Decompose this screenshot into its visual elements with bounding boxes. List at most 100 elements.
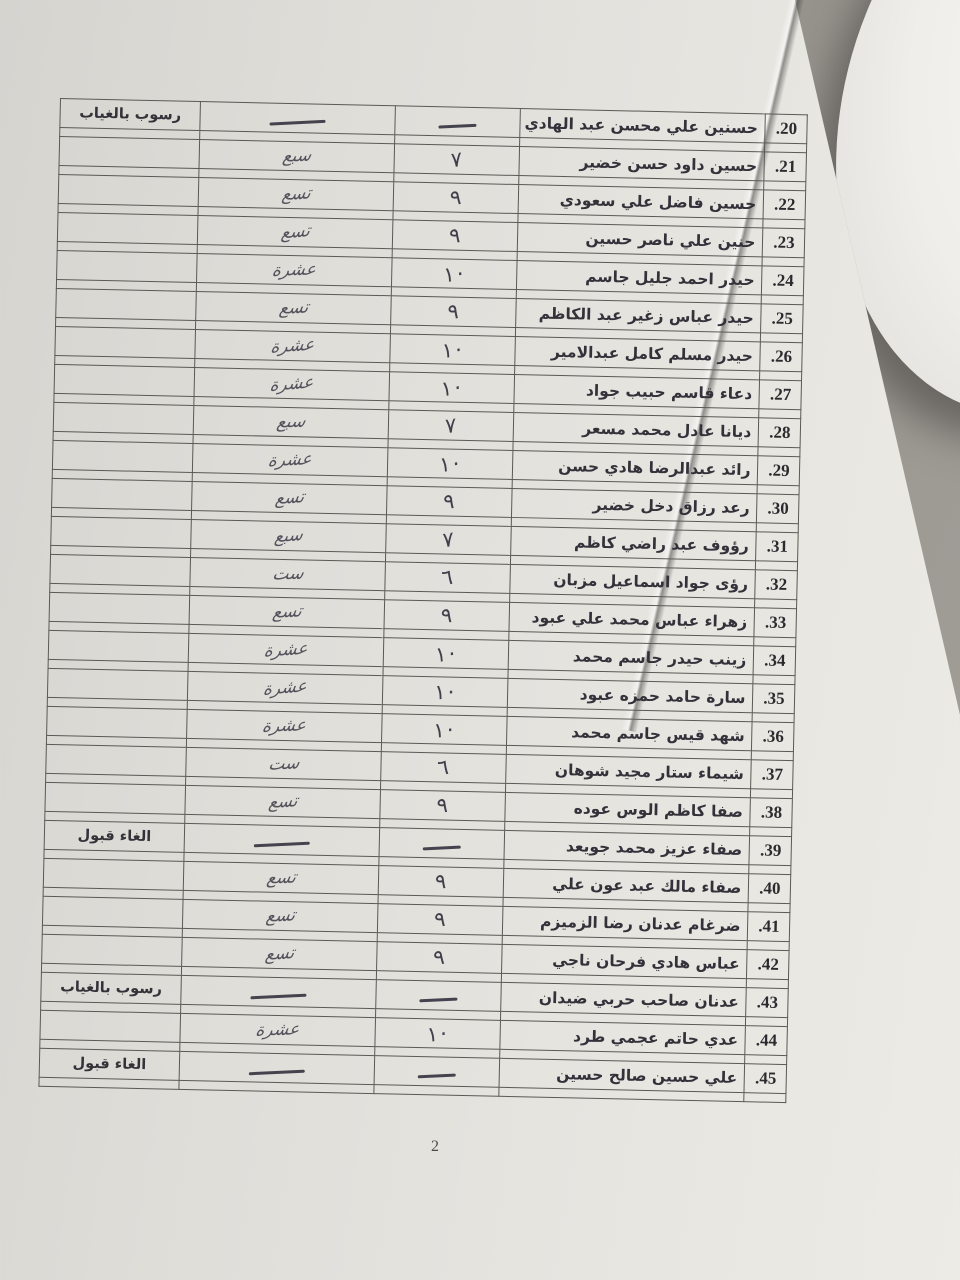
- grade-word-handwriting: تسع: [279, 220, 311, 244]
- grade-numeral-cell: ٦: [384, 561, 511, 594]
- row-number-cell: 43.: [746, 987, 789, 1018]
- spacer-cell: [38, 1077, 180, 1090]
- grade-word-handwriting: عشرة: [262, 676, 309, 700]
- grade-numeral-handwriting: ١٠: [438, 449, 463, 478]
- grade-numeral-handwriting: ١٠: [434, 639, 458, 668]
- grade-word-handwriting: تسع: [277, 297, 310, 319]
- grade-numeral-cell: ٩: [377, 903, 503, 936]
- row-number-cell: 35.: [752, 683, 796, 714]
- grade-numeral-cell: ٩: [393, 181, 519, 214]
- grade-word-handwriting: عشرة: [268, 372, 315, 397]
- grade-numeral-handwriting: ١٠: [425, 1019, 450, 1048]
- row-number-cell: 25.: [760, 303, 804, 334]
- grade-word-dash: [248, 1069, 305, 1075]
- grade-numeral-cell: ١٠: [381, 713, 508, 746]
- grade-numeral-cell: ٩: [392, 219, 518, 252]
- row-number-cell: 23.: [762, 227, 806, 258]
- note-cell: [49, 554, 191, 587]
- row-number-cell: 29.: [757, 455, 801, 486]
- grade-numeral-cell: [394, 105, 521, 138]
- grade-numeral-cell: ٩: [390, 295, 517, 328]
- grade-word-cell: تسع: [182, 899, 379, 933]
- row-number-cell: 40.: [748, 873, 792, 904]
- grade-numeral-cell: ٧: [388, 409, 514, 442]
- grade-numeral-dash: [422, 845, 461, 850]
- grade-word-cell: تسع: [183, 861, 379, 895]
- row-number-cell: 34.: [753, 645, 797, 676]
- row-number-cell: 24.: [761, 265, 805, 296]
- row-number-cell: 20.: [765, 113, 808, 144]
- grade-numeral-handwriting: ١٠: [440, 335, 465, 364]
- grade-numeral-cell: [374, 1055, 500, 1088]
- note-cell: [49, 592, 190, 625]
- grade-word-cell: عشرة: [179, 1013, 376, 1047]
- grade-word-dash: [253, 841, 310, 847]
- spacer-cell: [373, 1084, 500, 1097]
- grade-word-cell: ست: [189, 557, 386, 591]
- row-number-cell: 30.: [756, 493, 800, 524]
- grade-numeral-handwriting: ٩: [449, 184, 463, 211]
- grade-word-cell: عشرة: [188, 633, 384, 667]
- grade-word-handwriting: تسع: [264, 867, 298, 889]
- grade-numeral-handwriting: ٩: [449, 222, 462, 249]
- grade-word-cell: [180, 975, 377, 1009]
- grades-table: 20. حسنين علي محسن عبد الهادي رسوب بالغي…: [38, 98, 808, 1103]
- grade-word-dash: [250, 993, 307, 999]
- grade-numeral-cell: ١٠: [388, 371, 515, 404]
- grade-word-handwriting: عشرة: [269, 334, 316, 358]
- note-cell: [54, 364, 195, 397]
- grade-numeral-handwriting: ١٠: [432, 715, 457, 744]
- row-number-cell: 42.: [746, 949, 790, 980]
- grades-table-grid: 20. حسنين علي محسن عبد الهادي رسوب بالغي…: [38, 98, 808, 1103]
- row-number-cell: 32.: [755, 569, 798, 600]
- grade-numeral-cell: ١٠: [383, 637, 509, 670]
- grade-numeral-cell: ٧: [393, 143, 520, 176]
- note-cell: الغاء قبول: [44, 820, 185, 853]
- grade-word-handwriting: تسع: [280, 183, 312, 206]
- grade-word-cell: تسع: [181, 937, 378, 971]
- grade-word-cell: تسع: [191, 481, 388, 515]
- grade-word-cell: عشرة: [187, 671, 383, 705]
- grade-word-handwriting: تسع: [273, 487, 306, 510]
- grade-numeral-handwriting: ٧: [444, 412, 457, 439]
- grade-numeral-cell: ٩: [386, 485, 513, 518]
- row-number-cell: 41.: [747, 911, 791, 942]
- note-cell: [45, 744, 187, 777]
- grade-numeral-handwriting: ٦: [441, 564, 455, 591]
- grade-numeral-cell: ١٠: [382, 675, 508, 708]
- grade-word-handwriting: تسع: [266, 790, 299, 814]
- grade-numeral-handwriting: ١٠: [439, 373, 464, 402]
- note-cell: رسوب بالغياب: [59, 98, 201, 131]
- row-number-cell: 22.: [763, 189, 807, 220]
- row-number-cell: 21.: [764, 151, 807, 182]
- grade-numeral-handwriting: ٧: [450, 146, 463, 173]
- grade-word-cell: تسع: [197, 215, 393, 249]
- grade-numeral-cell: ٩: [378, 865, 504, 898]
- row-number-cell: 26.: [760, 341, 803, 372]
- grade-numeral-dash: [419, 997, 458, 1002]
- grade-word-cell: سبع: [198, 139, 395, 173]
- grade-numeral-handwriting: ٦: [436, 754, 451, 781]
- note-cell: [43, 858, 184, 891]
- grade-word-handwriting: ست: [266, 753, 301, 775]
- note-cell: [59, 136, 200, 169]
- note-cell: [50, 516, 192, 549]
- grade-word-cell: عشرة: [186, 709, 383, 743]
- row-number-cell: 44.: [745, 1025, 788, 1056]
- note-cell: [47, 668, 189, 701]
- grade-word-dash: [269, 119, 326, 126]
- grade-word-cell: تسع: [195, 291, 392, 325]
- grade-word-handwriting: عشرة: [254, 1019, 302, 1041]
- grade-numeral-cell: ٦: [380, 751, 507, 784]
- spacer-cell: [744, 1092, 787, 1103]
- note-cell: الغاء قبول: [39, 1048, 180, 1081]
- grade-word-handwriting: ست: [270, 563, 305, 585]
- grade-numeral-handwriting: ٩: [447, 298, 460, 325]
- note-cell: [42, 896, 184, 929]
- note-cell: [52, 440, 193, 473]
- grade-numeral-cell: ٩: [384, 599, 510, 632]
- grade-word-cell: عشرة: [194, 367, 390, 401]
- grade-word-handwriting: عشرة: [262, 638, 310, 662]
- grade-numeral-handwriting: ١٠: [433, 678, 457, 705]
- grade-word-cell: ست: [185, 747, 382, 781]
